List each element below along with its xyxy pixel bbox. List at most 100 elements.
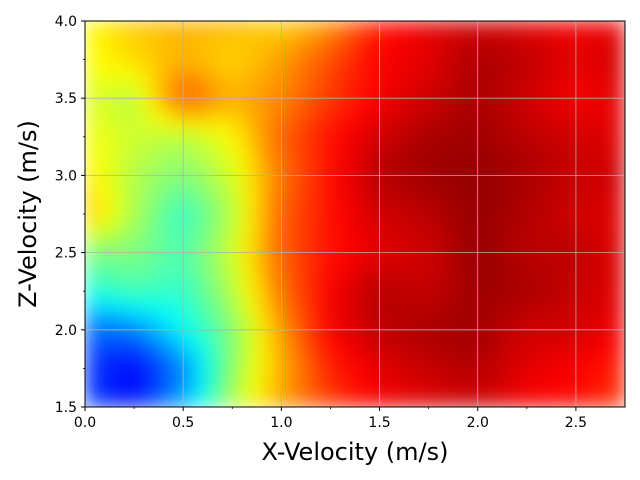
heatmap-cell [231, 261, 246, 273]
heatmap-cell [280, 290, 295, 302]
heatmap-cell [170, 203, 184, 215]
heatmap-cell [477, 68, 491, 80]
heatmap-cell [256, 59, 270, 70]
heatmap-cell [526, 271, 540, 283]
heatmap-cell [526, 290, 540, 302]
heatmap-cell [452, 232, 466, 244]
heatmap-cell [526, 68, 540, 80]
heatmap-cell [317, 68, 331, 80]
heatmap-cell [452, 387, 466, 398]
heatmap-cell [403, 261, 417, 273]
heatmap-cell [145, 194, 160, 205]
heatmap-cell [194, 49, 209, 61]
heatmap-cell [501, 203, 516, 215]
heatmap-cell [231, 155, 246, 167]
heatmap-cell [464, 252, 479, 263]
heatmap-cell [575, 396, 589, 407]
heatmap-cell [305, 155, 319, 167]
heatmap-cell [587, 97, 601, 109]
heatmap-cell [182, 49, 196, 61]
heatmap-cell [145, 184, 160, 196]
heatmap-cell [403, 174, 417, 186]
heatmap-cell [280, 329, 295, 340]
heatmap-cell [575, 358, 589, 369]
heatmap-cell [194, 271, 209, 283]
heatmap-cell [489, 377, 503, 389]
heatmap-cell [133, 300, 147, 311]
heatmap-cell [96, 377, 111, 389]
heatmap-cell [415, 107, 430, 118]
heatmap-cell [587, 174, 601, 186]
heatmap-cell [489, 174, 503, 186]
heatmap-cell [121, 117, 135, 128]
heatmap-cell [575, 174, 589, 186]
heatmap-cell [428, 59, 442, 70]
heatmap-cell [342, 271, 356, 283]
heatmap-cell [256, 49, 270, 61]
heatmap-cell [109, 300, 123, 311]
heatmap-cell [121, 107, 135, 118]
heatmap-cell [256, 68, 270, 80]
heatmap-cell [514, 39, 528, 51]
heatmap-cell [244, 39, 258, 51]
heatmap-cell [121, 97, 135, 109]
heatmap-cell [612, 203, 625, 215]
heatmap-cell [477, 232, 491, 244]
heatmap-cell [415, 78, 430, 90]
heatmap-cell [96, 30, 111, 41]
heatmap-cell [305, 78, 319, 90]
heatmap-cell [391, 155, 405, 167]
heatmap-cell [121, 49, 135, 61]
heatmap-cell [477, 174, 491, 186]
heatmap-cell [256, 194, 270, 205]
heatmap-cell [158, 184, 172, 196]
heatmap-cell [612, 348, 625, 360]
heatmap-cell [329, 252, 344, 263]
heatmap-cell [219, 396, 233, 407]
heatmap-cell [599, 155, 614, 167]
heatmap-cell [305, 367, 319, 379]
heatmap-cell [158, 319, 172, 331]
heatmap-cell [379, 68, 393, 80]
heatmap-cell [268, 329, 282, 340]
heatmap-cell [305, 396, 319, 407]
heatmap-cell [550, 213, 565, 225]
heatmap-cell [256, 155, 270, 167]
heatmap-cell [415, 68, 430, 80]
heatmap-cell [403, 300, 417, 311]
heatmap-cell [599, 377, 614, 389]
heatmap-cell [219, 348, 233, 360]
heatmap-cell [612, 358, 625, 369]
heatmap-cell [145, 377, 160, 389]
heatmap-cell [538, 145, 552, 157]
heatmap-cell [489, 49, 503, 61]
heatmap-cell [342, 78, 356, 90]
heatmap-cell [550, 319, 565, 331]
heatmap-cell [244, 203, 258, 215]
heatmap-cell [366, 194, 381, 205]
heatmap-cell [489, 329, 503, 340]
heatmap-cell [170, 367, 184, 379]
heatmap-cell [145, 387, 160, 398]
heatmap-cell [575, 252, 589, 263]
heatmap-cell [452, 290, 466, 302]
heatmap-cell [231, 281, 246, 292]
heatmap-cell [329, 348, 344, 360]
heatmap-cell [268, 396, 282, 407]
heatmap-cell [464, 338, 479, 350]
heatmap-cell [109, 290, 123, 302]
heatmap-cell [403, 145, 417, 157]
heatmap-cell [342, 117, 356, 128]
heatmap-cell [256, 252, 270, 263]
heatmap-cell [612, 300, 625, 311]
heatmap-cell [256, 39, 270, 51]
heatmap-cell [599, 300, 614, 311]
heatmap-cell [293, 30, 307, 41]
heatmap-cell [366, 281, 381, 292]
heatmap-cell [501, 290, 516, 302]
heatmap-cell [587, 78, 601, 90]
heatmap-cell [268, 213, 282, 225]
heatmap-cell [158, 300, 172, 311]
heatmap-cell [452, 39, 466, 51]
heatmap-cell [207, 107, 221, 118]
